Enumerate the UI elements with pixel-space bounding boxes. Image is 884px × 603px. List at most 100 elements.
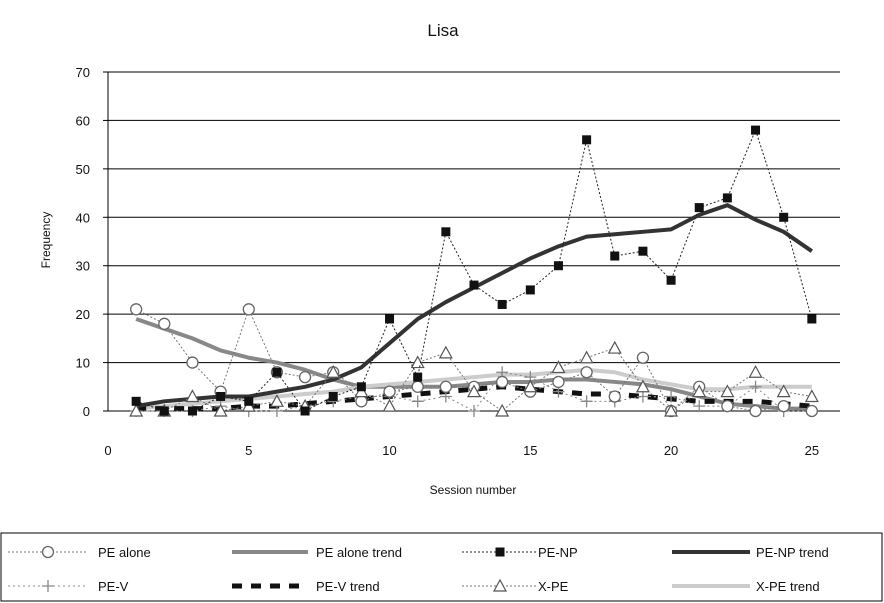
legend-item: PE-NP bbox=[462, 545, 578, 560]
data-point bbox=[804, 389, 819, 403]
data-point bbox=[213, 403, 228, 417]
data-point bbox=[356, 382, 366, 392]
data-point bbox=[129, 403, 144, 417]
data-point bbox=[608, 390, 621, 403]
y-tick-label: 30 bbox=[76, 259, 90, 274]
data-point bbox=[636, 351, 650, 364]
data-point bbox=[665, 390, 678, 403]
data-point bbox=[664, 403, 679, 417]
data-point bbox=[468, 405, 480, 417]
legend-label: PE-V trend bbox=[316, 579, 380, 594]
y-tick-label: 70 bbox=[76, 65, 90, 80]
data-point bbox=[438, 345, 453, 359]
data-point bbox=[272, 367, 282, 377]
data-point bbox=[779, 212, 789, 222]
y-tick-label: 40 bbox=[76, 210, 90, 225]
legend-item: X-PE bbox=[462, 578, 569, 594]
data-point bbox=[749, 404, 762, 418]
data-point bbox=[185, 389, 200, 403]
data-point bbox=[439, 380, 452, 393]
legend-label: PE-V bbox=[98, 579, 129, 594]
data-point bbox=[441, 227, 451, 237]
y-axis-title: Frequency bbox=[39, 212, 53, 269]
legend-item: X-PE trend bbox=[672, 579, 820, 594]
x-tick-label: 5 bbox=[245, 443, 252, 458]
legend-marker bbox=[42, 580, 54, 592]
data-point bbox=[610, 251, 620, 261]
legend-label: PE alone trend bbox=[316, 545, 402, 560]
data-point bbox=[298, 370, 312, 384]
data-point bbox=[551, 360, 566, 374]
chart-title: Lisa bbox=[427, 21, 459, 40]
legend-label: X-PE trend bbox=[756, 579, 820, 594]
data-point bbox=[496, 375, 509, 389]
x-tick-label: 10 bbox=[382, 443, 396, 458]
data-point bbox=[355, 395, 368, 408]
data-point bbox=[497, 299, 507, 309]
legend-label: X-PE bbox=[538, 579, 569, 594]
y-tick-label: 10 bbox=[76, 356, 90, 371]
data-point bbox=[751, 125, 761, 135]
data-point bbox=[721, 400, 734, 413]
legend-item: PE alone bbox=[8, 545, 151, 560]
legend-marker bbox=[495, 547, 505, 557]
data-point bbox=[580, 395, 593, 408]
data-point bbox=[187, 406, 197, 416]
series-line bbox=[135, 129, 813, 412]
y-tick-label: 0 bbox=[83, 404, 90, 419]
x-tick-label: 0 bbox=[104, 443, 111, 458]
data-point bbox=[523, 379, 538, 393]
data-point bbox=[607, 340, 622, 354]
legend-item: PE-NP trend bbox=[672, 545, 829, 560]
data-point bbox=[777, 400, 790, 413]
data-point bbox=[666, 275, 676, 285]
legend-box bbox=[0, 532, 883, 602]
y-tick-label: 50 bbox=[76, 162, 90, 177]
data-point bbox=[722, 193, 732, 203]
data-point bbox=[411, 380, 424, 393]
data-point bbox=[579, 350, 594, 364]
data-point bbox=[383, 385, 396, 398]
x-tick-label: 25 bbox=[805, 443, 819, 458]
data-point bbox=[411, 395, 424, 408]
gridlines bbox=[108, 71, 840, 364]
data-point bbox=[242, 303, 255, 316]
legend-label: PE-NP trend bbox=[756, 545, 829, 560]
data-point bbox=[131, 396, 141, 406]
y-tick-label: 60 bbox=[76, 113, 90, 128]
legend: PE alone PE alone trend PE-NP PE-NP trend PE… bbox=[0, 532, 883, 602]
data-point bbox=[270, 405, 283, 417]
data-point bbox=[413, 372, 423, 382]
data-point bbox=[130, 303, 143, 316]
data-point bbox=[300, 406, 310, 416]
series-2 bbox=[131, 125, 817, 416]
data-point bbox=[580, 366, 593, 379]
series-6 bbox=[129, 340, 819, 417]
data-point bbox=[635, 379, 650, 393]
data-point bbox=[269, 394, 284, 407]
data-point bbox=[582, 135, 592, 145]
tick-labels: 0 10 20 30 40 50 60 70 0 5 10 15 20 25 bbox=[76, 65, 820, 458]
data-point bbox=[525, 285, 535, 295]
legend-label: PE-NP bbox=[538, 545, 578, 560]
data-point bbox=[805, 404, 818, 418]
data-point bbox=[552, 375, 565, 389]
data-point bbox=[244, 396, 254, 406]
data-point bbox=[553, 261, 563, 271]
legend-marker bbox=[492, 578, 508, 592]
data-point bbox=[807, 314, 817, 324]
y-tick-label: 20 bbox=[76, 307, 90, 322]
data-point bbox=[158, 317, 171, 330]
data-point bbox=[469, 280, 479, 290]
data-point bbox=[495, 403, 510, 417]
x-tick-label: 20 bbox=[664, 443, 678, 458]
data-point bbox=[693, 400, 706, 413]
data-point bbox=[720, 384, 735, 398]
data-point bbox=[385, 314, 395, 324]
plot-area bbox=[129, 125, 819, 418]
data-point bbox=[694, 203, 704, 213]
data-point bbox=[159, 406, 169, 416]
x-tick-label: 15 bbox=[523, 443, 537, 458]
legend-label: PE alone bbox=[98, 545, 151, 560]
data-point bbox=[326, 365, 341, 378]
